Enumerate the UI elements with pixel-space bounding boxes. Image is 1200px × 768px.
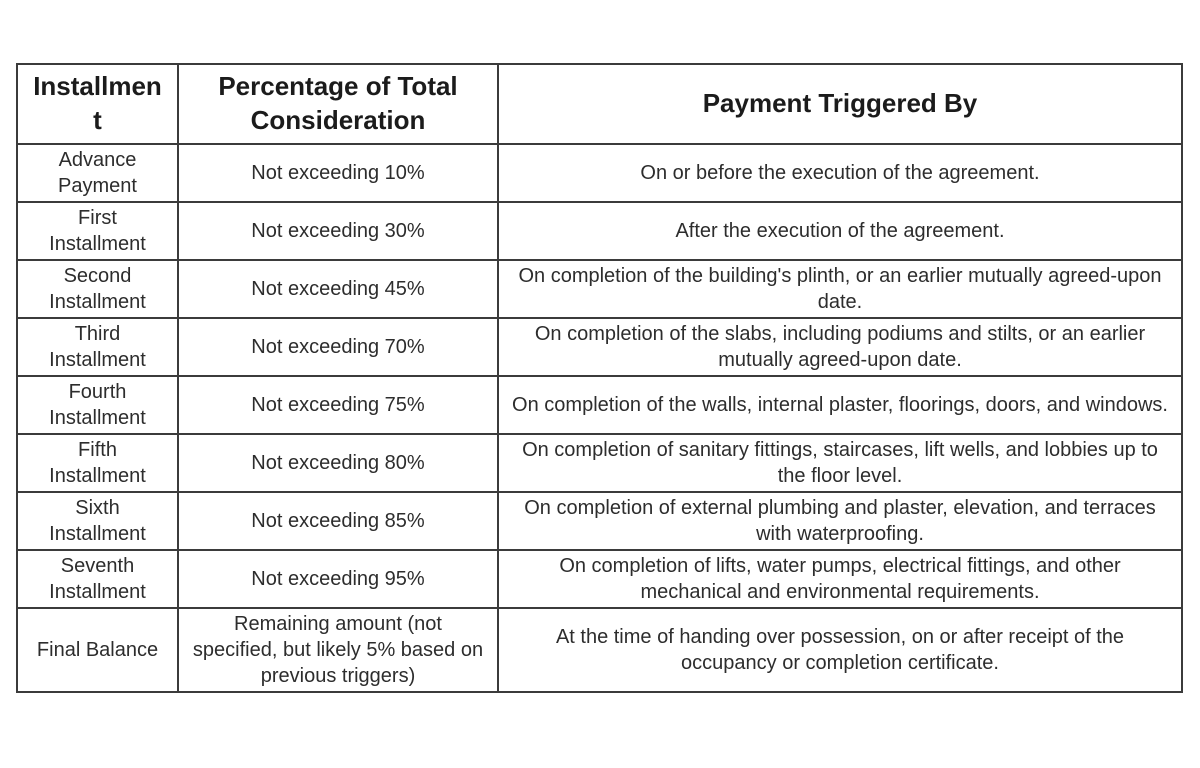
table-row-advance-payment: Advance Payment Not exceeding 10% On or …: [16, 143, 1183, 203]
cell-installment: Final Balance: [16, 607, 179, 693]
cell-trigger: On completion of the walls, internal pla…: [497, 375, 1183, 435]
cell-percentage: Not exceeding 85%: [177, 491, 499, 551]
cell-trigger: On completion of the slabs, including po…: [497, 317, 1183, 377]
cell-trigger: After the execution of the agreement.: [497, 201, 1183, 261]
table-row-fifth-installment: Fifth Installment Not exceeding 80% On c…: [16, 433, 1183, 493]
cell-percentage: Not exceeding 70%: [177, 317, 499, 377]
table-row-first-installment: First Installment Not exceeding 30% Afte…: [16, 201, 1183, 261]
cell-installment: Advance Payment: [16, 143, 179, 203]
cell-installment: Second Installment: [16, 259, 179, 319]
cell-percentage: Not exceeding 30%: [177, 201, 499, 261]
cell-percentage: Not exceeding 80%: [177, 433, 499, 493]
table-row-seventh-installment: Seventh Installment Not exceeding 95% On…: [16, 549, 1183, 609]
cell-installment: First Installment: [16, 201, 179, 261]
column-header-percentage: Percentage of Total Consideration: [177, 63, 499, 145]
cell-installment: Fifth Installment: [16, 433, 179, 493]
table-row-third-installment: Third Installment Not exceeding 70% On c…: [16, 317, 1183, 377]
cell-trigger: On completion of external plumbing and p…: [497, 491, 1183, 551]
cell-trigger: At the time of handing over possession, …: [497, 607, 1183, 693]
cell-percentage: Not exceeding 10%: [177, 143, 499, 203]
table-row-second-installment: Second Installment Not exceeding 45% On …: [16, 259, 1183, 319]
cell-trigger: On completion of sanitary fittings, stai…: [497, 433, 1183, 493]
column-header-payment-trigger: Payment Triggered By: [497, 63, 1183, 145]
table-row-fourth-installment: Fourth Installment Not exceeding 75% On …: [16, 375, 1183, 435]
cell-trigger: On completion of lifts, water pumps, ele…: [497, 549, 1183, 609]
cell-installment: Fourth Installment: [16, 375, 179, 435]
cell-installment: Seventh Installment: [16, 549, 179, 609]
cell-percentage: Not exceeding 45%: [177, 259, 499, 319]
table-row-sixth-installment: Sixth Installment Not exceeding 85% On c…: [16, 491, 1183, 551]
header-row: Installment Percentage of Total Consider…: [16, 63, 1183, 145]
table-row-final-balance: Final Balance Remaining amount (not spec…: [16, 607, 1183, 693]
cell-percentage: Not exceeding 95%: [177, 549, 499, 609]
cell-installment: Sixth Installment: [16, 491, 179, 551]
cell-trigger: On or before the execution of the agreem…: [497, 143, 1183, 203]
cell-percentage: Remaining amount (not specified, but lik…: [177, 607, 499, 693]
payment-schedule-table: Installment Percentage of Total Consider…: [16, 63, 1183, 693]
cell-trigger: On completion of the building's plinth, …: [497, 259, 1183, 319]
cell-installment: Third Installment: [16, 317, 179, 377]
cell-percentage: Not exceeding 75%: [177, 375, 499, 435]
column-header-installment: Installment: [16, 63, 179, 145]
